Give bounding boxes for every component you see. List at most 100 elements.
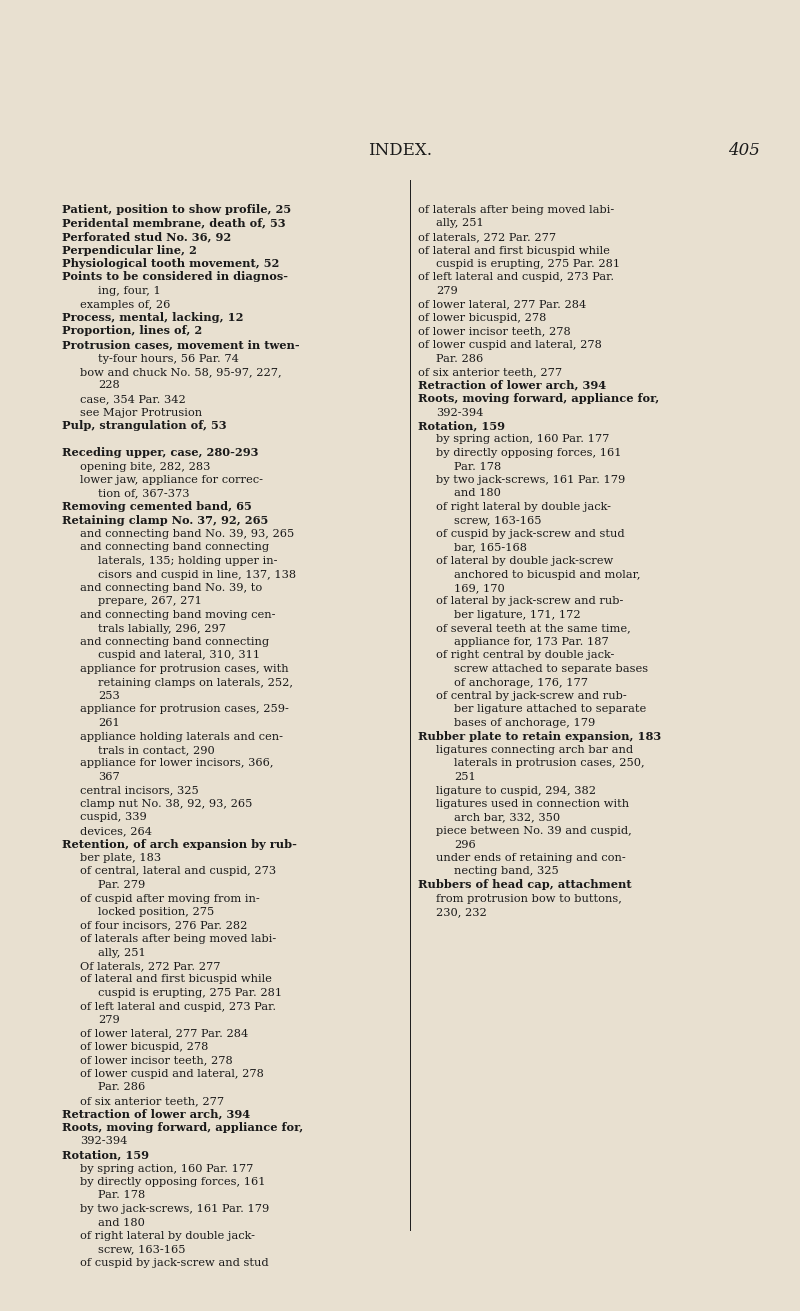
Text: and connecting band moving cen-: and connecting band moving cen- [80,610,275,620]
Text: of right lateral by double jack-: of right lateral by double jack- [80,1231,255,1242]
Text: ally, 251: ally, 251 [98,948,146,957]
Text: ber ligature, 171, 172: ber ligature, 171, 172 [454,610,581,620]
Text: of lateral and first bicuspid while: of lateral and first bicuspid while [80,974,272,985]
Text: Perforated stud No. 36, 92: Perforated stud No. 36, 92 [62,231,231,243]
Text: appliance holding laterals and cen-: appliance holding laterals and cen- [80,732,283,742]
Text: of central by jack-screw and rub-: of central by jack-screw and rub- [436,691,626,701]
Text: and 180: and 180 [454,489,501,498]
Text: cuspid is erupting, 275 Par. 281: cuspid is erupting, 275 Par. 281 [98,988,282,998]
Text: of four incisors, 276 Par. 282: of four incisors, 276 Par. 282 [80,920,247,931]
Text: 392-394: 392-394 [436,408,483,417]
Text: Points to be considered in diagnos-: Points to be considered in diagnos- [62,271,288,282]
Text: Par. 178: Par. 178 [454,461,502,472]
Text: lower jaw, appliance for correc-: lower jaw, appliance for correc- [80,475,263,485]
Text: Par. 286: Par. 286 [436,354,483,363]
Text: ligatures used in connection with: ligatures used in connection with [436,798,629,809]
Text: piece between No. 39 and cuspid,: piece between No. 39 and cuspid, [436,826,632,836]
Text: Of laterals, 272 Par. 277: Of laterals, 272 Par. 277 [80,961,221,971]
Text: of left lateral and cuspid, 273 Par.: of left lateral and cuspid, 273 Par. [80,1002,276,1012]
Text: of cuspid by jack-screw and stud: of cuspid by jack-screw and stud [436,530,625,539]
Text: cuspid, 339: cuspid, 339 [80,813,146,822]
Text: Process, mental, lacking, 12: Process, mental, lacking, 12 [62,312,243,323]
Text: Rubber plate to retain expansion, 183: Rubber plate to retain expansion, 183 [418,730,662,742]
Text: ing, four, 1: ing, four, 1 [98,286,161,296]
Text: 253: 253 [98,691,120,701]
Text: case, 354 Par. 342: case, 354 Par. 342 [80,395,186,404]
Text: appliance for protrusion cases, 259-: appliance for protrusion cases, 259- [80,704,289,714]
Text: of six anterior teeth, 277: of six anterior teeth, 277 [80,1096,224,1106]
Text: of right central by double jack-: of right central by double jack- [436,650,614,661]
Text: of lower lateral, 277 Par. 284: of lower lateral, 277 Par. 284 [418,299,586,309]
Text: Peridental membrane, death of, 53: Peridental membrane, death of, 53 [62,218,286,228]
Text: necting band, 325: necting band, 325 [454,867,558,877]
Text: 251: 251 [454,772,476,781]
Text: and connecting band No. 39, 93, 265: and connecting band No. 39, 93, 265 [80,530,294,539]
Text: and 180: and 180 [98,1218,145,1227]
Text: bases of anchorage, 179: bases of anchorage, 179 [454,718,595,728]
Text: bar, 165-168: bar, 165-168 [454,543,527,552]
Text: 296: 296 [454,839,476,850]
Text: locked position, 275: locked position, 275 [98,907,214,916]
Text: clamp nut No. 38, 92, 93, 265: clamp nut No. 38, 92, 93, 265 [80,798,252,809]
Text: 169, 170: 169, 170 [454,583,505,593]
Text: of lower incisor teeth, 278: of lower incisor teeth, 278 [418,326,570,337]
Text: Protrusion cases, movement in twen-: Protrusion cases, movement in twen- [62,340,300,350]
Text: anchored to bicuspid and molar,: anchored to bicuspid and molar, [454,569,641,579]
Text: tion of, 367-373: tion of, 367-373 [98,489,190,498]
Text: Rotation, 159: Rotation, 159 [62,1148,149,1160]
Text: Roots, moving forward, appliance for,: Roots, moving forward, appliance for, [62,1122,303,1133]
Text: Receding upper, case, 280-293: Receding upper, case, 280-293 [62,447,258,458]
Text: and connecting band connecting: and connecting band connecting [80,637,269,648]
Text: bow and chuck No. 58, 95-97, 227,: bow and chuck No. 58, 95-97, 227, [80,367,282,378]
Text: of cuspid after moving from in-: of cuspid after moving from in- [80,894,260,903]
Text: 367: 367 [98,772,120,781]
Text: trals labially, 296, 297: trals labially, 296, 297 [98,624,226,633]
Text: ber plate, 183: ber plate, 183 [80,853,161,863]
Text: trals in contact, 290: trals in contact, 290 [98,745,214,755]
Text: cisors and cuspid in line, 137, 138: cisors and cuspid in line, 137, 138 [98,569,296,579]
Text: 230, 232: 230, 232 [436,907,486,916]
Text: under ends of retaining and con-: under ends of retaining and con- [436,853,626,863]
Text: Proportion, lines of, 2: Proportion, lines of, 2 [62,325,202,337]
Text: ligatures connecting arch bar and: ligatures connecting arch bar and [436,745,633,755]
Text: Par. 286: Par. 286 [98,1083,146,1092]
Text: by directly opposing forces, 161: by directly opposing forces, 161 [436,448,622,458]
Text: ber ligature attached to separate: ber ligature attached to separate [454,704,646,714]
Text: by two jack-screws, 161 Par. 179: by two jack-screws, 161 Par. 179 [80,1203,270,1214]
Text: from protrusion bow to buttons,: from protrusion bow to buttons, [436,894,622,903]
Text: by spring action, 160 Par. 177: by spring action, 160 Par. 177 [80,1163,254,1173]
Text: Par. 178: Par. 178 [98,1190,146,1201]
Text: ty-four hours, 56 Par. 74: ty-four hours, 56 Par. 74 [98,354,239,363]
Text: Retaining clamp No. 37, 92, 265: Retaining clamp No. 37, 92, 265 [62,514,268,526]
Text: and connecting band No. 39, to: and connecting band No. 39, to [80,583,262,593]
Text: Patient, position to show profile, 25: Patient, position to show profile, 25 [62,205,291,215]
Text: central incisors, 325: central incisors, 325 [80,785,198,796]
Text: of lateral by jack-screw and rub-: of lateral by jack-screw and rub- [436,597,623,607]
Text: screw, 163-165: screw, 163-165 [454,515,542,526]
Text: of lateral by double jack-screw: of lateral by double jack-screw [436,556,614,566]
Text: appliance for lower incisors, 366,: appliance for lower incisors, 366, [80,759,274,768]
Text: ally, 251: ally, 251 [436,219,484,228]
Text: of lower cuspid and lateral, 278: of lower cuspid and lateral, 278 [80,1068,264,1079]
Text: of central, lateral and cuspid, 273: of central, lateral and cuspid, 273 [80,867,276,877]
Text: 228: 228 [98,380,120,391]
Text: Par. 279: Par. 279 [98,880,146,890]
Text: of left lateral and cuspid, 273 Par.: of left lateral and cuspid, 273 Par. [418,273,614,282]
Text: appliance for, 173 Par. 187: appliance for, 173 Par. 187 [454,637,609,648]
Text: Retraction of lower arch, 394: Retraction of lower arch, 394 [62,1109,250,1120]
Text: of lower bicuspid, 278: of lower bicuspid, 278 [80,1042,208,1051]
Text: of lateral and first bicuspid while: of lateral and first bicuspid while [418,245,610,256]
Text: 279: 279 [436,286,458,296]
Text: of several teeth at the same time,: of several teeth at the same time, [436,624,630,633]
Text: Rotation, 159: Rotation, 159 [418,420,505,431]
Text: laterals in protrusion cases, 250,: laterals in protrusion cases, 250, [454,759,645,768]
Text: of lower cuspid and lateral, 278: of lower cuspid and lateral, 278 [418,340,602,350]
Text: of lower incisor teeth, 278: of lower incisor teeth, 278 [80,1055,233,1066]
Text: Perpendicular line, 2: Perpendicular line, 2 [62,244,197,256]
Text: examples of, 26: examples of, 26 [80,299,170,309]
Text: retaining clamps on laterals, 252,: retaining clamps on laterals, 252, [98,678,293,687]
Text: of cuspid by jack-screw and stud: of cuspid by jack-screw and stud [80,1259,269,1268]
Text: 405: 405 [728,142,760,159]
Text: Retention, of arch expansion by rub-: Retention, of arch expansion by rub- [62,839,297,850]
Text: of lower lateral, 277 Par. 284: of lower lateral, 277 Par. 284 [80,1029,248,1038]
